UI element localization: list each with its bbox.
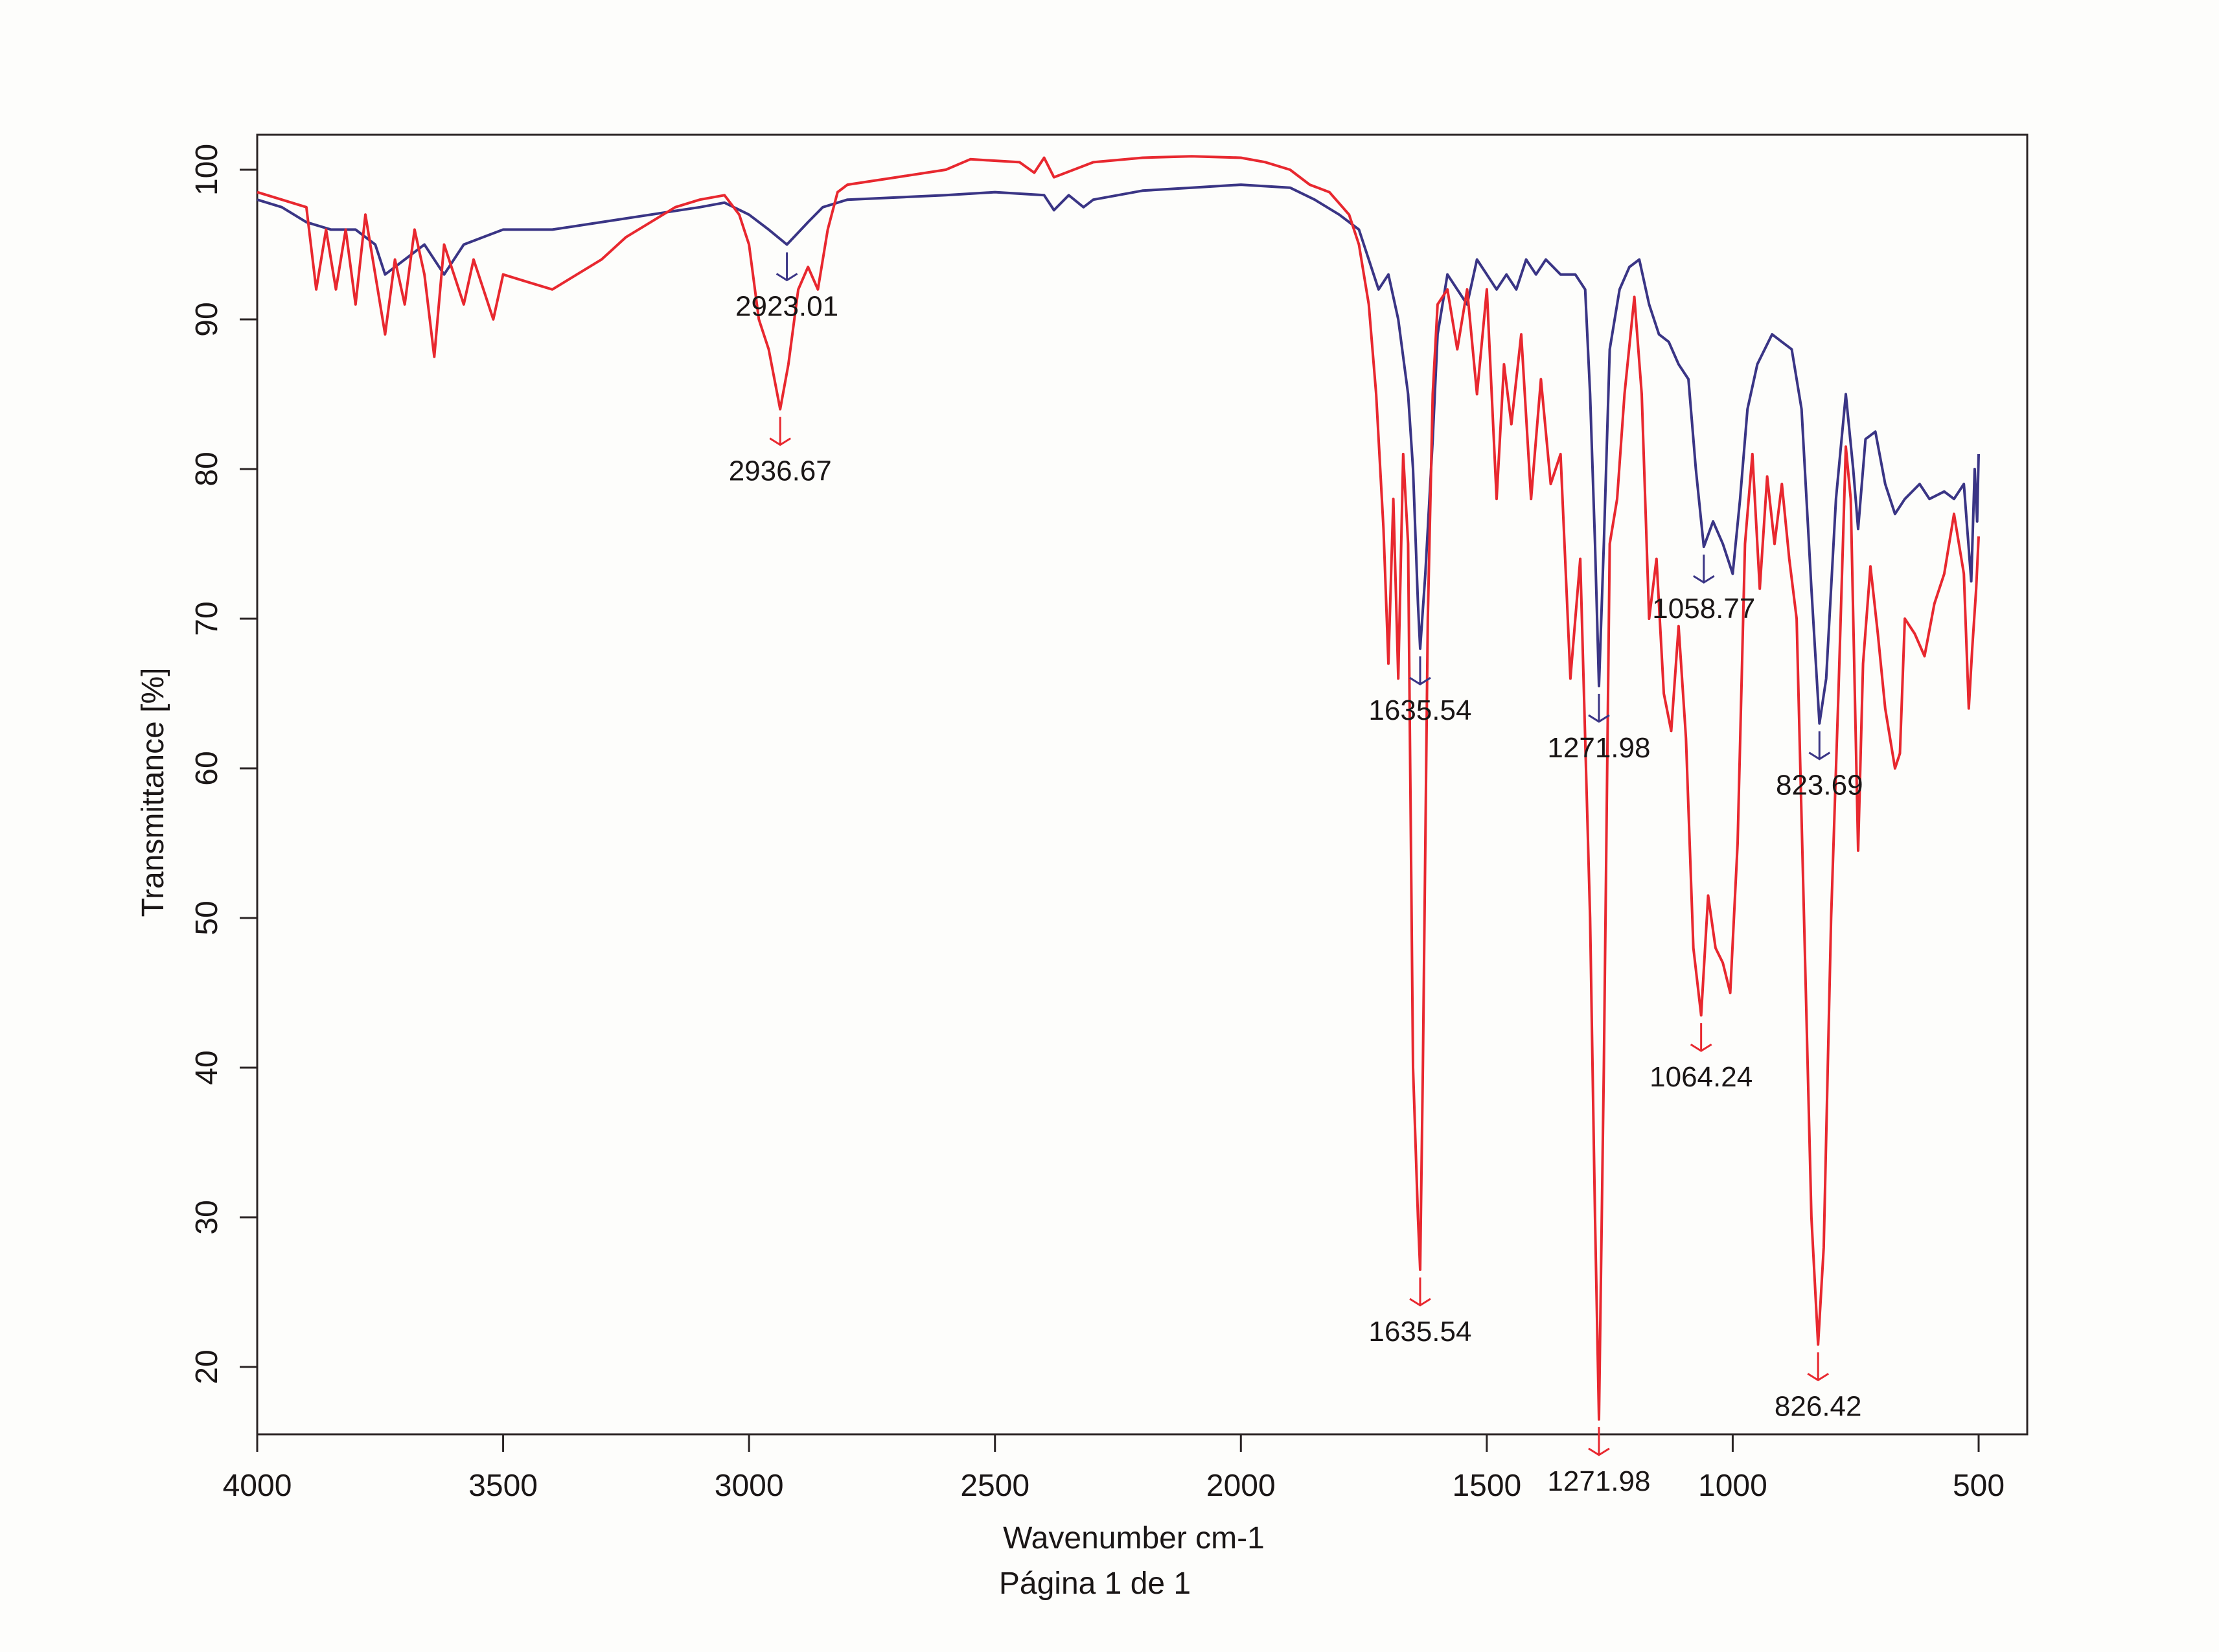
- x-tick-label: 1000: [1698, 1469, 1767, 1503]
- series-layer: [257, 155, 1980, 1421]
- y-tick-label: 70: [190, 601, 224, 636]
- arrowhead-icon: [1807, 1373, 1829, 1382]
- peak-annotation-red: 1271.98: [1547, 1427, 1650, 1497]
- series-red-line: [257, 155, 1980, 1421]
- y-tick-label: 30: [190, 1200, 224, 1234]
- arrowhead-icon: [776, 273, 798, 282]
- peak-label: 1271.98: [1547, 732, 1650, 764]
- plot-frame: [256, 133, 2029, 1436]
- arrowhead-icon: [1409, 676, 1431, 685]
- peak-annotation-blue: 1635.54: [1368, 656, 1471, 726]
- peak-annotation-blue: 823.69: [1776, 731, 1863, 801]
- peak-label: 1064.24: [1650, 1061, 1753, 1093]
- y-tick-label: 20: [190, 1349, 224, 1384]
- peak-annotation-red: 1635.54: [1368, 1277, 1471, 1348]
- y-axis-label: Transmittance [%]: [136, 667, 170, 917]
- y-tick-label: 50: [190, 901, 224, 935]
- peak-annotation-blue: 2923.01: [735, 252, 838, 323]
- peak-annotation-blue: 1058.77: [1652, 555, 1755, 625]
- x-axis-label: Wavenumber cm-1: [1003, 1521, 1265, 1555]
- peak-label: 1635.54: [1368, 1316, 1471, 1348]
- x-tick-label: 1500: [1452, 1469, 1521, 1503]
- x-tick-label: 500: [1953, 1469, 2005, 1503]
- peak-annotation-blue: 1271.98: [1547, 693, 1650, 764]
- arrowhead-icon: [1808, 751, 1831, 761]
- annotation-layer: 2923.01 2936.67 1635.54 1635.54 1271.98 1271.…: [729, 252, 1863, 1497]
- y-tick-label: 60: [190, 751, 224, 785]
- y-tick-label: 40: [190, 1050, 224, 1084]
- y-tick-label: 80: [190, 452, 224, 486]
- page-footer: Página 1 de 1: [999, 1566, 1191, 1601]
- arrowhead-icon: [1693, 575, 1715, 584]
- peak-label: 1058.77: [1652, 593, 1755, 625]
- peak-annotation-red: 826.42: [1775, 1352, 1862, 1422]
- x-tick-label: 2000: [1206, 1469, 1276, 1503]
- x-tick-label: 3000: [715, 1469, 784, 1503]
- peak-label: 823.69: [1776, 770, 1863, 801]
- arrowhead-icon: [1588, 714, 1610, 723]
- peak-label: 826.42: [1775, 1390, 1862, 1422]
- peak-label: 1635.54: [1368, 694, 1471, 726]
- peak-label: 2923.01: [735, 291, 838, 323]
- x-axis: 4000 3500 3000 2500 2000 1500 1000 500: [223, 1434, 2005, 1503]
- peak-annotation-red: 2936.67: [729, 417, 832, 487]
- arrowhead-icon: [1409, 1298, 1431, 1307]
- peak-label: 1271.98: [1547, 1465, 1650, 1497]
- y-tick-label: 100: [190, 144, 224, 196]
- x-tick-label: 4000: [223, 1469, 292, 1503]
- y-tick-label: 90: [190, 302, 224, 336]
- peak-label: 2936.67: [729, 455, 832, 487]
- arrowhead-icon: [1588, 1447, 1610, 1456]
- x-tick-label: 3500: [468, 1469, 538, 1503]
- x-tick-label: 2500: [960, 1469, 1029, 1503]
- series-blue-line: [257, 183, 1980, 725]
- arrowhead-icon: [769, 437, 792, 446]
- peak-annotation-red: 1064.24: [1650, 1023, 1753, 1093]
- y-axis: 20 30 40 50 60 70 80 90 100: [190, 144, 257, 1384]
- arrowhead-icon: [1690, 1043, 1712, 1052]
